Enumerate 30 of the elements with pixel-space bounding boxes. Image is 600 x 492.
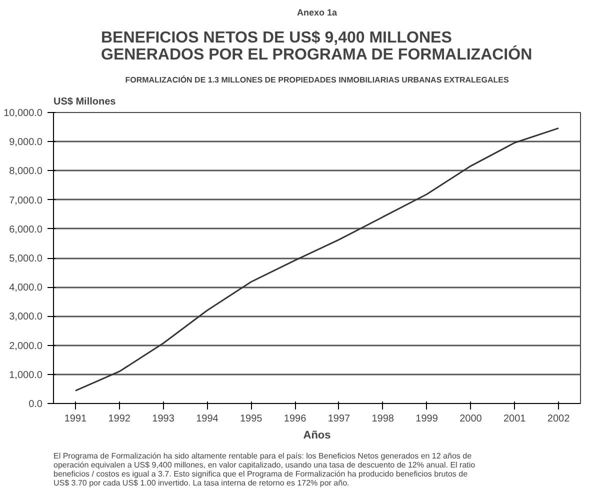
y-tick-label: 0.0 [28, 399, 43, 410]
x-tick-label: 1993 [152, 414, 175, 424]
chart-subtitle: FORMALIZACIÓN DE 1.3 MILLONES DE PROPIEDADES INMOBILIARIAS URBANAS EXTRALEGALES [125, 74, 510, 84]
y-tick-label: 3,000.0 [9, 312, 43, 323]
x-tick-label: 1992 [108, 414, 131, 424]
x-tick-label: 1996 [284, 414, 307, 424]
y-axis-title: US$ Millones [54, 96, 116, 108]
y-tick-label: 1,000.0 [9, 370, 43, 381]
x-tick-label: 1994 [196, 414, 219, 424]
text: El Programa de Formalización ha sido altamente rentable para el país: los Beneficios Netos generados en 12 años de operación equivalen a US$ 9,400 millones, en valor capitalizado, usando una tasa de descuento de 12% anual. El ratio beneficios / costos es igual a 3.7. Esto significa que el Programa de Formalización ha producido beneficios brutos de US$ 3.70 por cada US$ 1.00 invertido. La tasa interna de retorno es 172% por año. [54, 452, 476, 488]
x-tick-label: 1999 [416, 414, 438, 424]
line-series [74, 127, 560, 392]
x-tick-label: 1998 [372, 414, 394, 424]
x-tick-label: 1995 [240, 414, 263, 424]
x-tick-label: 2000 [460, 414, 482, 424]
x-tick-label: 1997 [328, 414, 351, 424]
chart-title: BENEFICIOS NETOS DE US$ 9,400 MILLONES GENERADOS POR EL PROGRAMA DE FORMALIZACIÓN [100, 30, 532, 64]
y-tick-label: 9,000.0 [9, 137, 43, 148]
y-tick-label: 4,000.0 [9, 282, 43, 294]
y-tick-label: 8,000.0 [9, 166, 43, 178]
text: Anexo 1a [296, 8, 338, 18]
y-tick-label: 10,000.0 [4, 108, 43, 119]
y-tick-label: 5,000.0 [9, 254, 43, 264]
x-tick-label: 2002 [547, 414, 570, 424]
y-tick-label: 7,000.0 [9, 195, 43, 206]
x-tick-label: 1991 [64, 414, 88, 424]
y-tick-label: 2,000.0 [9, 340, 43, 352]
x-tick-label: 2001 [504, 414, 526, 424]
y-tick-label: 6,000.0 [9, 224, 43, 236]
x-axis-title: Años [303, 430, 331, 442]
